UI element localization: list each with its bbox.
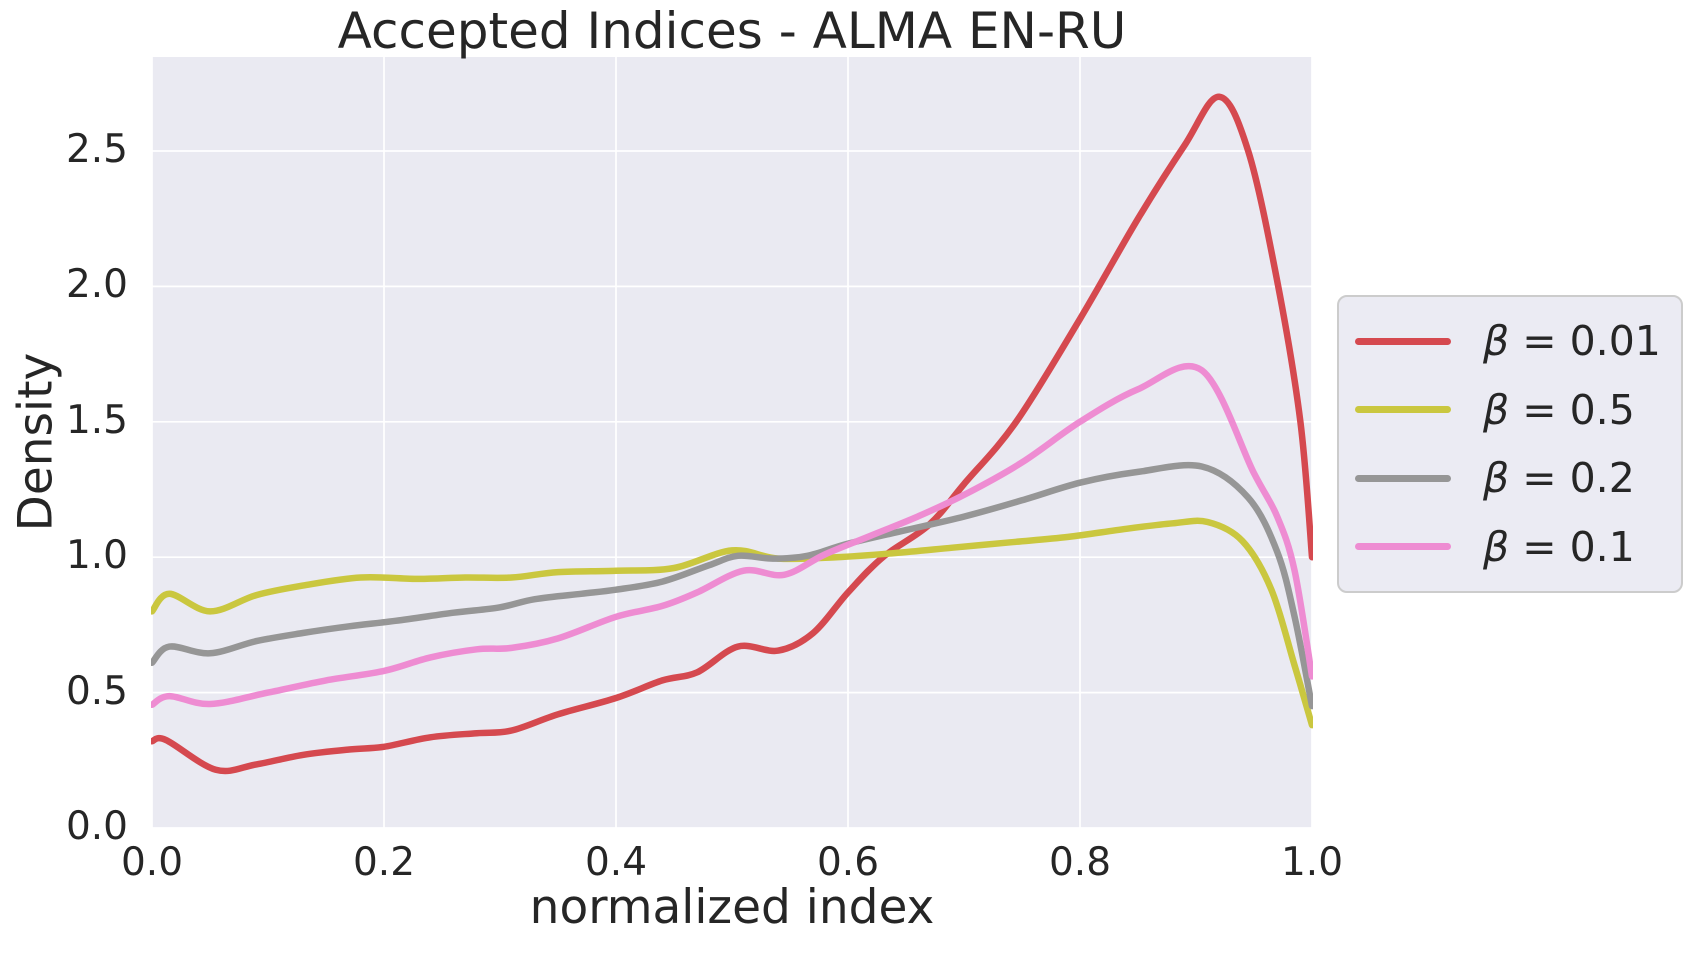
y-tick-label: 1.5 <box>65 397 128 443</box>
chart-title: Accepted Indices - ALMA EN-RU <box>337 2 1127 60</box>
y-tick-label: 0.0 <box>65 804 128 849</box>
legend-line-swatch <box>1355 474 1451 482</box>
legend-entry-label: β = 0.01 <box>1483 317 1661 366</box>
y-tick-label: 1.0 <box>65 533 128 579</box>
y-tick-label: 2.0 <box>65 262 128 308</box>
legend-line-swatch <box>1355 337 1451 345</box>
legend-entry: β = 0.1 <box>1339 523 1681 571</box>
x-tick-label: 0.0 <box>120 840 184 885</box>
curves <box>151 93 1313 775</box>
series-line-3 <box>151 362 1313 709</box>
x-tick-label: 0.6 <box>816 840 880 885</box>
x-tick-label: 0.8 <box>1048 840 1112 885</box>
legend-entry: β = 0.5 <box>1339 386 1681 434</box>
legend-line-swatch <box>1355 406 1451 414</box>
x-tick-label: 0.2 <box>352 840 416 885</box>
series-line-2 <box>151 461 1313 710</box>
gridlines <box>151 57 1313 829</box>
x-tick-label: 0.4 <box>584 840 648 885</box>
legend-entry: β = 0.01 <box>1339 317 1681 365</box>
legend-line-swatch <box>1355 543 1451 551</box>
y-tick-label: 2.5 <box>65 127 128 172</box>
legend-entry: β = 0.2 <box>1339 454 1681 502</box>
x-axis-label: normalized index <box>529 880 935 935</box>
series-line-0 <box>151 93 1313 775</box>
legend-entry-label: β = 0.1 <box>1483 522 1635 571</box>
plot-area <box>152 57 1312 828</box>
legend-entry-label: β = 0.2 <box>1483 454 1635 503</box>
y-tick-label: 0.5 <box>65 668 128 714</box>
x-tick-label: 1.0 <box>1280 840 1344 885</box>
legend: β = 0.01 β = 0.5 β = 0.2 β = 0.1 <box>1337 295 1683 593</box>
legend-entry-label: β = 0.5 <box>1483 385 1635 434</box>
